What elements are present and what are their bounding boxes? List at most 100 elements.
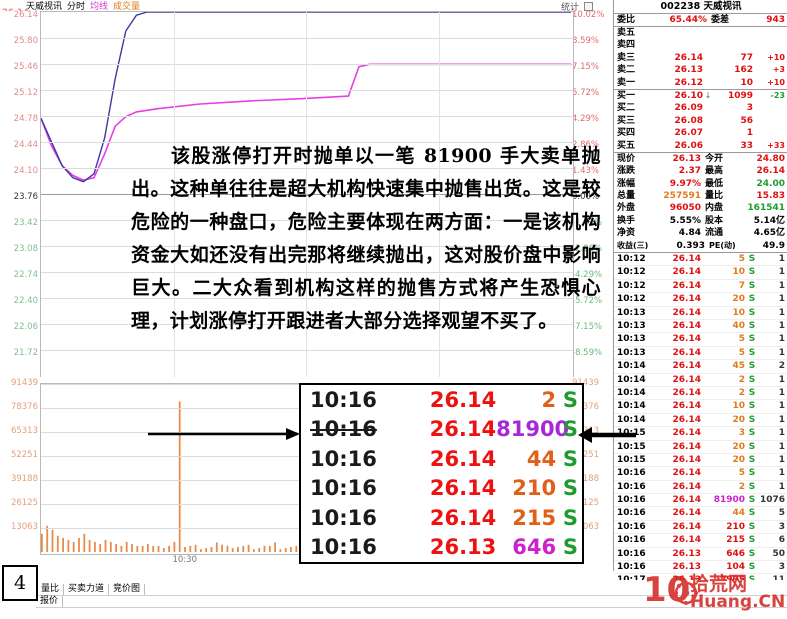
tick-direction: S [748,320,756,331]
tick-direction: S [748,267,756,278]
tick-row[interactable]: 10:1726.132905S11 [614,574,787,580]
tick-time: 10:14 [617,374,646,385]
tick-row[interactable]: 10:14 26.14 20 S 1 [614,414,787,428]
tick-direction: S [748,454,756,465]
tick-row[interactable]: 10:14 26.14 2 S 1 [614,374,787,387]
level-arrow-icon [703,140,713,152]
percent-axis-tick: 4.29% [572,114,600,124]
tick-row[interactable]: 10:16 26.14 5 S 1 [614,467,787,481]
tick-row[interactable]: 10:16 26.14 210 S 3 [614,521,787,535]
chart-mode-intraday[interactable]: 分时 [67,2,86,12]
level-quantity: 162 [734,65,753,76]
tick-price: 26.14 [672,361,701,372]
bottom-tab-strip[interactable]: 量比 买卖力道 竞价图 [36,584,146,595]
tick-time: 10:15 [617,441,646,452]
percent-axis-tick: 0.00% [572,192,600,202]
statistics-label[interactable]: 统计 [561,3,580,13]
callout-time: 10:16 [310,505,377,530]
tick-row[interactable]: 10:14 26.14 10 S 1 [614,400,787,414]
ask-level-row[interactable]: 卖五 [614,27,787,39]
tick-direction: S [748,347,756,358]
tick-row[interactable]: 10:16 26.13 646 S 50 [614,548,787,562]
chart-gridline [41,298,573,299]
level-price: 26.13 [674,65,703,76]
tick-row[interactable]: 10:12 26.14 10 S 1 [614,266,787,280]
tick-row[interactable]: 10:12 26.14 5 S 1 [614,253,787,267]
statistics-checkbox-icon[interactable] [584,2,593,11]
tick-row[interactable]: 10:14 26.14 2 S 1 [614,387,787,401]
price-axis-tick: 23.08 [13,244,38,254]
level-price: 26.07 [674,128,703,139]
tick-price: 26.14 [672,441,701,452]
tick-row[interactable]: 10:16 26.14 81900 S 1076 [614,494,787,508]
chart-gridline-vertical [438,12,440,377]
tick-count: 5 [778,508,785,519]
chart-mode-volume[interactable]: 成交量 [113,2,141,12]
tick-time: 10:13 [617,334,646,345]
bid-level-row[interactable]: 买一 26.10 ↓ 1099 -23 [614,90,787,102]
chart-gridline [41,116,573,117]
chart-stock-name: 天威视讯 [26,2,63,12]
volume-axis-tick-left: 52251 [10,449,38,460]
tick-row[interactable]: 10:15 26.14 20 S 1 [614,441,787,454]
level-delta [753,115,787,127]
ask-level-row[interactable]: 卖四 [614,39,787,51]
bid-level-row[interactable]: 买三 26.08 56 [614,115,787,127]
level-label: 买二 [617,103,636,114]
tick-row[interactable]: 10:13 26.14 5 S 1 [614,347,787,361]
ask-levels: 卖五 卖四 卖三 26.14 77 +10 卖二 26.13 162 +3 卖一 26.12 10 +10 [614,27,787,90]
level-price: 26.10 [674,90,703,101]
tick-time: 10:13 [617,307,646,318]
tick-row[interactable]: 10:13 26.14 10 S 1 [614,307,787,320]
level-quantity: 33 [740,140,753,151]
ask-level-row[interactable]: 卖二 26.13 162 +3 [614,64,787,76]
percent-axis-tick: -4.29% [572,270,603,280]
stat-key-2: 量比 [705,191,724,202]
tick-row[interactable]: 10:13 26.14 40 S 1 [614,320,787,334]
tick-direction: S [748,521,756,532]
bottom-row2-tab[interactable]: 报价 [36,596,64,607]
tick-by-tick-list[interactable]: 10:12 26.14 5 S 1 10:12 26.14 10 S 1 10:12 26.14 7 S 1… [614,253,787,580]
tick-row[interactable]: 10:16 26.14 44 S 5 [614,507,787,521]
chart-mode-moving-average[interactable]: 均线 [90,2,109,12]
tick-row[interactable]: 10:14 26.14 45 S 2 [614,360,787,374]
bottom-tab[interactable]: 买卖力道 [64,584,110,595]
level-label: 卖二 [617,65,636,76]
bid-levels: 买一 26.10 ↓ 1099 -23 买二 26.09 3 买三 26.08 56 买四 26.07 1… [614,90,787,153]
stat-value-2: 24.80 [756,153,785,164]
bid-level-row[interactable]: 买四 26.07 1 [614,127,787,139]
level-quantity: 10 [740,77,753,88]
bid-level-row[interactable]: 买五 26.06 33 +33 [614,140,787,152]
price-plot[interactable] [40,11,574,377]
tick-row[interactable]: 10:16 26.14 2 S 1 [614,481,787,495]
callout-volume: 215 [512,505,557,530]
tick-volume: 3 [738,428,745,439]
bottom-second-row[interactable]: 报价 [36,596,64,607]
chart-toolbar: 天威视讯 分时 均线 成交量 统计 [0,0,787,13]
tick-row[interactable]: 10:16 26.14 215 S 6 [614,534,787,548]
ask-level-row[interactable]: 卖三 26.14 77 +10 [614,52,787,64]
percent-axis-tick: 8.59% [572,36,600,46]
bid-level-row[interactable]: 买二 26.09 3 [614,102,787,114]
tick-row[interactable]: 10:15 26.14 20 S 1 [614,454,787,468]
stat-key: 外盘 [617,203,636,214]
tick-row[interactable]: 10:13 26.14 5 S 1 [614,333,787,347]
tick-row[interactable]: 10:16 26.13 104 S 3 [614,561,787,575]
percent-axis-tick: 1.43% [572,166,600,176]
ask-level-row[interactable]: 卖一 26.12 10 +10 [614,77,787,89]
percent-axis-tick: 7.15% [572,62,600,72]
bottom-tab[interactable]: 量比 [36,584,65,595]
tick-direction: S [748,254,756,265]
tick-price: 26.13 [653,574,701,580]
tick-row[interactable]: 10:12 26.14 20 S 1 [614,293,787,307]
level-price [651,27,703,39]
bottom-tab[interactable]: 竞价图 [109,584,146,595]
tick-row[interactable]: 10:12 26.14 7 S 1 [614,280,787,294]
chart-gridline [41,220,573,221]
volume-axis-tick-right: 91439 [572,378,600,388]
tick-count: 1 [778,401,785,412]
stat-value-2: 161541 [747,203,785,214]
tick-price: 26.14 [672,508,701,519]
tick-direction: S [748,401,756,412]
